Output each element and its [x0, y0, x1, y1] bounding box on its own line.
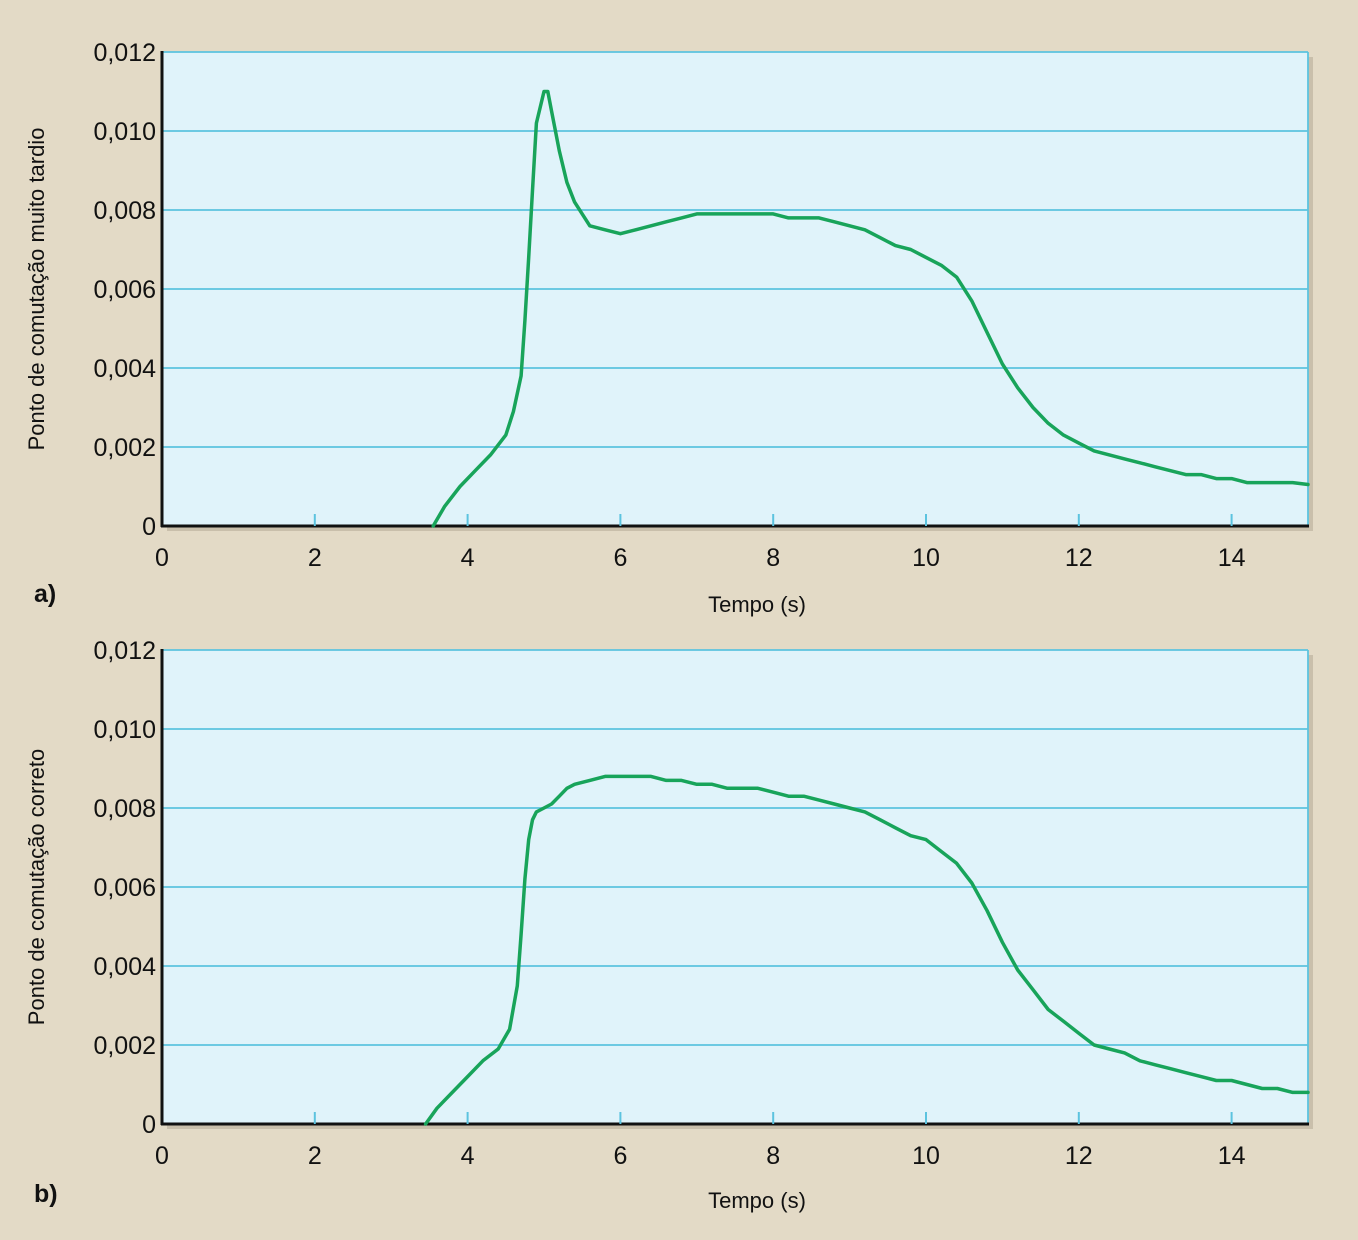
panel-label: a) — [34, 580, 56, 608]
x-tick-label: 0 — [155, 1142, 169, 1170]
chart-panel-b: 0 2 4 6 8 10 12 14 0 0,002 0,004 0,006 0,008 0,010 0,0… — [24, 637, 1313, 1213]
y-tick-label: 0,006 — [93, 874, 156, 902]
x-axis-title: Tempo (s) — [708, 592, 806, 617]
x-tick-label: 4 — [461, 1142, 475, 1170]
y-tick-label: 0,010 — [93, 118, 156, 146]
x-tick-label: 10 — [912, 544, 940, 572]
x-tick-label: 4 — [461, 544, 475, 572]
y-axis-title: Ponto de comutação muito tardio — [24, 128, 49, 451]
x-tick-label: 6 — [613, 544, 627, 572]
x-axis-title: Tempo (s) — [708, 1188, 806, 1213]
panel-label: b) — [34, 1180, 58, 1208]
x-tick-label: 8 — [766, 544, 780, 572]
x-tick-label: 2 — [308, 544, 322, 572]
y-tick-label: 0,012 — [93, 39, 156, 67]
x-tick-label: 6 — [613, 1142, 627, 1170]
y-tick-label: 0 — [142, 1111, 156, 1139]
y-tick-label: 0,006 — [93, 276, 156, 304]
x-tick-label: 8 — [766, 1142, 780, 1170]
y-tick-label: 0,004 — [93, 355, 156, 383]
x-tick-label: 2 — [308, 1142, 322, 1170]
chart-panel-a: 0 2 4 6 8 10 12 14 0 0,002 0,004 0,006 0,008 0,010 0,0… — [24, 39, 1313, 617]
y-tick-label: 0,002 — [93, 1032, 156, 1060]
x-tick-label: 12 — [1065, 1142, 1093, 1170]
x-tick-label: 14 — [1218, 544, 1246, 572]
x-tick-label: 10 — [912, 1142, 940, 1170]
y-tick-label: 0,012 — [93, 637, 156, 665]
y-tick-label: 0,002 — [93, 434, 156, 462]
y-tick-label: 0,008 — [93, 795, 156, 823]
series-line — [431, 89, 1310, 528]
y-tick-label: 0,004 — [93, 953, 156, 981]
x-tick-label: 14 — [1218, 1142, 1246, 1170]
y-tick-label: 0,008 — [93, 197, 156, 225]
y-axis-title: Ponto de comutação correto — [24, 749, 49, 1025]
y-tick-label: 0,010 — [93, 716, 156, 744]
series-line — [423, 774, 1310, 1126]
x-tick-label: 0 — [155, 544, 169, 572]
y-tick-label: 0 — [142, 513, 156, 541]
x-tick-label: 12 — [1065, 544, 1093, 572]
